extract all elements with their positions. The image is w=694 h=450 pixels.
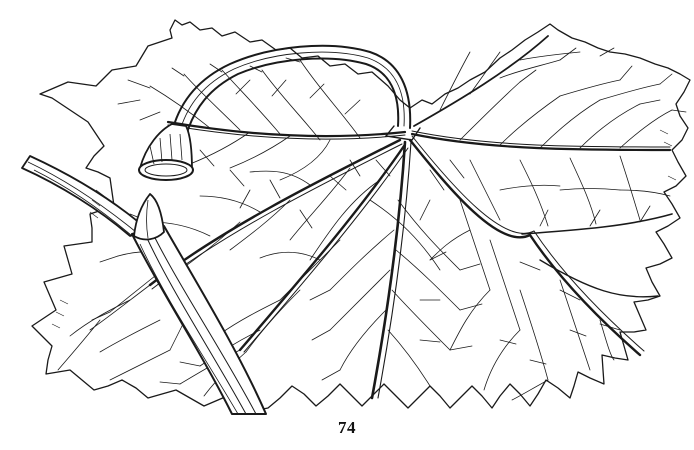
vein-upper-right <box>413 35 549 127</box>
leaf-engraving <box>21 19 691 415</box>
figure-number: 74 <box>338 418 356 437</box>
vein-right <box>410 132 672 152</box>
main-stem <box>21 155 267 415</box>
vein-lower-right-inner <box>411 135 645 352</box>
vein-lower-right <box>408 138 642 357</box>
vein-upper-left <box>166 120 407 138</box>
petiole-cup <box>138 123 194 181</box>
shading-hatch <box>51 129 677 329</box>
vein-lower-left <box>238 144 406 352</box>
petiole-inner <box>185 57 400 137</box>
stem-trunk <box>131 225 267 415</box>
vein-far-right-lower <box>539 259 659 298</box>
vein-upper-left-inner <box>167 124 406 140</box>
stem-bud <box>133 193 165 241</box>
vein-down <box>370 140 407 400</box>
vein-down-inner <box>377 141 412 399</box>
petiole-shade <box>178 51 405 135</box>
petiole-base-flare <box>384 125 421 141</box>
curled-petiole <box>171 44 421 141</box>
vein-right-inner <box>411 130 671 148</box>
vein-mid-right <box>521 213 673 235</box>
petiole-outer <box>171 44 412 133</box>
